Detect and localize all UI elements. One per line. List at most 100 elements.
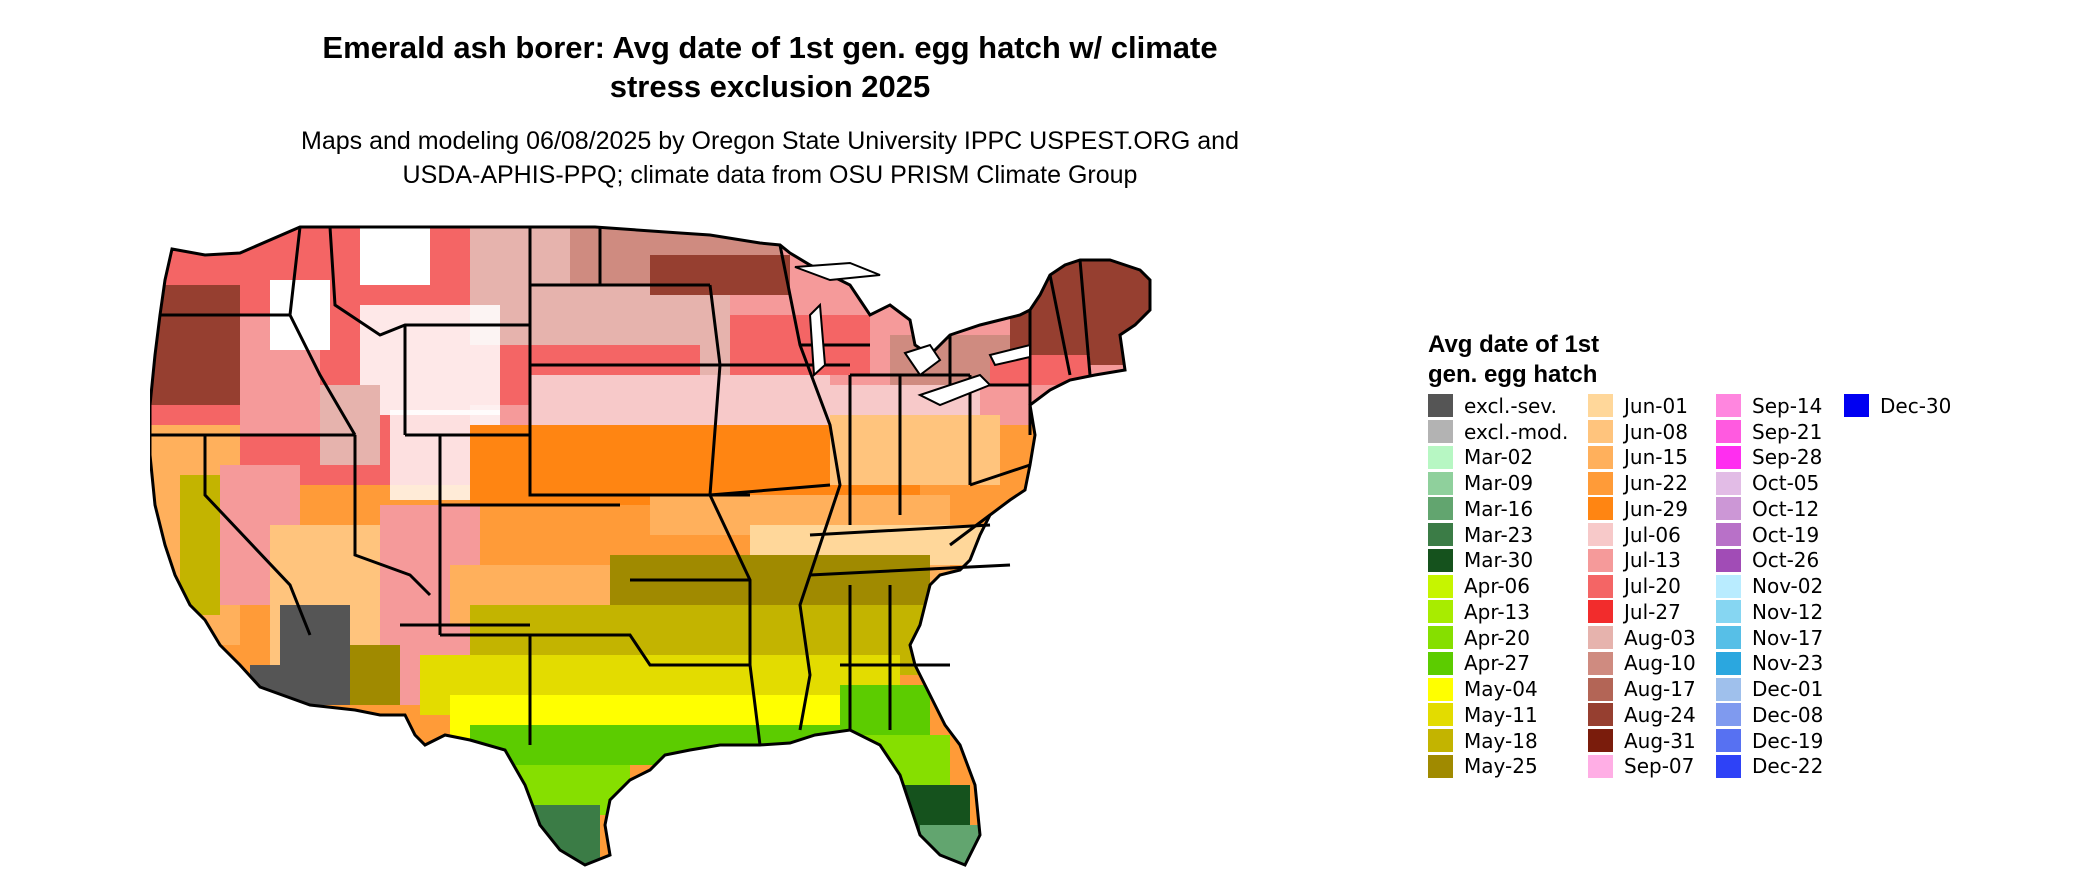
legend-item: Dec-22: [1716, 754, 1823, 780]
legend-swatch: [1428, 651, 1453, 675]
legend-item: Apr-20: [1428, 625, 1568, 651]
legend-item: Jul-06: [1588, 522, 1696, 548]
legend-swatch: [1428, 574, 1453, 598]
legend-label: Jun-29: [1624, 496, 1688, 521]
legend-swatch: [1588, 729, 1613, 753]
legend-item: Oct-19: [1716, 522, 1823, 548]
us-map-svg: [150, 225, 1152, 867]
legend-swatch: [1588, 420, 1613, 444]
legend-item: Oct-05: [1716, 470, 1823, 496]
legend-swatch: [1588, 754, 1613, 778]
legend-swatch: [1428, 703, 1453, 727]
legend-swatch: [1588, 600, 1613, 624]
legend-label: Sep-28: [1752, 445, 1823, 470]
legend-item: Aug-17: [1588, 676, 1696, 702]
legend-label: excl.-mod.: [1464, 419, 1569, 444]
legend-item: Nov-17: [1716, 625, 1823, 651]
legend-label: Sep-07: [1624, 754, 1695, 779]
legend-item: excl.-mod.: [1428, 419, 1568, 445]
legend-swatch: [1588, 471, 1613, 495]
legend-label: Aug-31: [1624, 728, 1696, 753]
legend-label: Apr-20: [1464, 625, 1530, 650]
legend-label: excl.-sev.: [1464, 393, 1557, 418]
legend-swatch: [1428, 445, 1453, 469]
legend-label: Aug-10: [1624, 651, 1696, 676]
legend-swatch: [1588, 626, 1613, 650]
legend-label: Apr-06: [1464, 574, 1530, 599]
legend-swatch: [1588, 651, 1613, 675]
map-title-line1: Emerald ash borer: Avg date of 1st gen. …: [322, 30, 1218, 65]
legend-swatch: [1428, 729, 1453, 753]
legend-item: Mar-16: [1428, 496, 1568, 522]
legend-item: Sep-21: [1716, 419, 1823, 445]
legend-swatch: [1716, 497, 1741, 521]
map-fill-layer: [150, 227, 1150, 865]
us-map: [150, 225, 1410, 890]
legend-swatch: [1716, 677, 1741, 701]
legend-swatch: [1428, 600, 1453, 624]
legend-swatch: [1588, 677, 1613, 701]
legend-swatch: [1716, 754, 1741, 778]
legend-label: Nov-02: [1752, 574, 1824, 599]
legend-swatch: [1716, 420, 1741, 444]
legend-swatch: [1588, 548, 1613, 572]
legend-swatch: [1428, 677, 1453, 701]
legend-label: May-25: [1464, 754, 1538, 779]
legend-swatch: [1428, 626, 1453, 650]
legend-item: Oct-26: [1716, 548, 1823, 574]
legend-item: Mar-09: [1428, 470, 1568, 496]
legend-title: Avg date of 1st gen. egg hatch: [1428, 330, 1599, 390]
legend-item: Nov-23: [1716, 651, 1823, 677]
legend-item: Aug-31: [1588, 728, 1696, 754]
legend-label: Aug-24: [1624, 702, 1696, 727]
legend-item: Jun-22: [1588, 470, 1696, 496]
legend-column-2: Jun-01 Jun-08 Jun-15 Jun-22 Jun-29 Jul-06 Jul-…: [1588, 393, 1696, 779]
legend-swatch: [1428, 754, 1453, 778]
legend-item: Jun-01: [1588, 393, 1696, 419]
legend-item: May-11: [1428, 702, 1568, 728]
legend-item: Mar-23: [1428, 522, 1568, 548]
legend-item: Nov-02: [1716, 573, 1823, 599]
legend-item: Sep-07: [1588, 754, 1696, 780]
legend-label: Mar-16: [1464, 496, 1534, 521]
legend-item: Jul-13: [1588, 548, 1696, 574]
legend-swatch: [1588, 497, 1613, 521]
legend-swatch: [1716, 523, 1741, 547]
legend-item: excl.-sev.: [1428, 393, 1568, 419]
legend-swatch: [1716, 626, 1741, 650]
legend-item: Mar-30: [1428, 548, 1568, 574]
legend-label: Dec-30: [1880, 393, 1952, 418]
legend-item: May-25: [1428, 754, 1568, 780]
legend-item: Jun-15: [1588, 445, 1696, 471]
legend-swatch: [1716, 703, 1741, 727]
legend-swatch: [1716, 394, 1741, 418]
legend-label: Oct-05: [1752, 471, 1820, 496]
legend-item: Jun-08: [1588, 419, 1696, 445]
legend-label: Mar-23: [1464, 522, 1534, 547]
legend-label: Apr-27: [1464, 651, 1530, 676]
legend-label: Jun-01: [1624, 393, 1688, 418]
legend-title-line2: gen. egg hatch: [1428, 361, 1598, 388]
legend-swatch: [1428, 497, 1453, 521]
map-subtitle: Maps and modeling 06/08/2025 by Oregon S…: [245, 124, 1295, 192]
legend-swatch: [1428, 548, 1453, 572]
legend-swatch: [1716, 729, 1741, 753]
legend-item: May-04: [1428, 676, 1568, 702]
legend-swatch: [1428, 394, 1453, 418]
legend-label: Jun-08: [1624, 419, 1688, 444]
legend-label: May-11: [1464, 702, 1538, 727]
legend-label: Jul-06: [1624, 522, 1681, 547]
legend-label: Oct-19: [1752, 522, 1820, 547]
legend-label: Nov-12: [1752, 599, 1824, 624]
legend-item: Dec-30: [1844, 393, 1951, 419]
map-title-line2: stress exclusion 2025: [609, 69, 931, 104]
legend-swatch: [1588, 574, 1613, 598]
legend-item: Apr-13: [1428, 599, 1568, 625]
legend-label: Mar-30: [1464, 548, 1534, 573]
legend-label: Aug-03: [1624, 625, 1696, 650]
legend-column-3: Sep-14 Sep-21 Sep-28 Oct-05 Oct-12 Oct-19 Oct-…: [1716, 393, 1823, 779]
legend-label: Jun-22: [1624, 471, 1688, 496]
legend-swatch: [1428, 420, 1453, 444]
legend-label: Dec-08: [1752, 702, 1824, 727]
legend-item: Apr-06: [1428, 573, 1568, 599]
